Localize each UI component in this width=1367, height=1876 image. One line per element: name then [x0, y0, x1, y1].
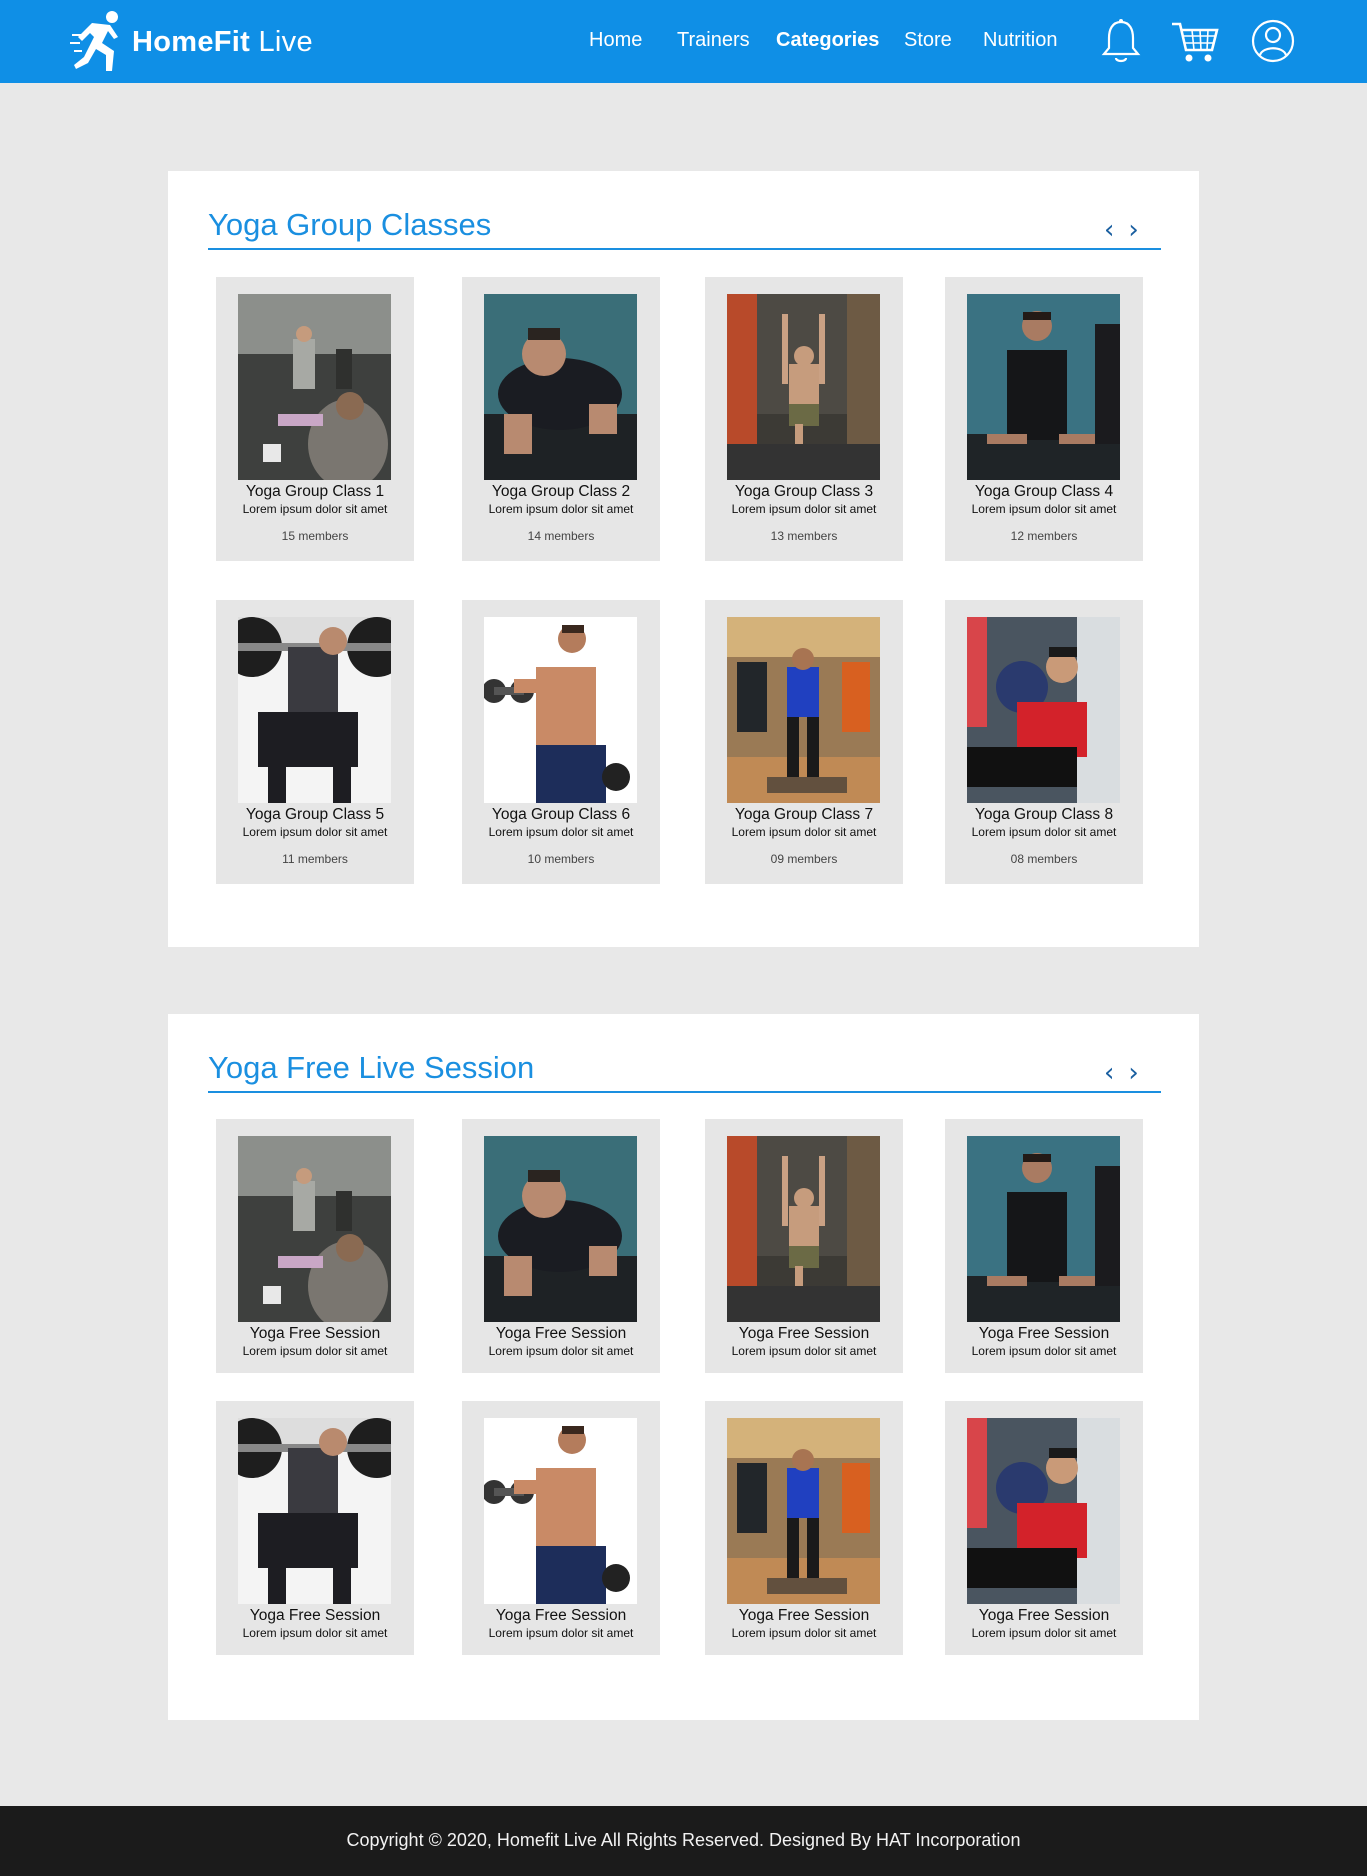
- brand-logo[interactable]: HomeFit Live: [70, 8, 313, 76]
- member-count: 09 members: [770, 852, 838, 866]
- section-divider: [208, 248, 1161, 250]
- class-photo[interactable]: [727, 294, 880, 480]
- brand-name: HomeFit Live: [132, 25, 313, 58]
- card-description: Lorem ipsum dolor sit amet: [731, 825, 877, 839]
- card-title: Yoga Free Session: [738, 1325, 870, 1342]
- card-description: Lorem ipsum dolor sit amet: [731, 502, 877, 516]
- class-card[interactable]: Yoga Free Session Lorem ipsum dolor sit …: [945, 1119, 1143, 1373]
- class-card[interactable]: Yoga Group Class 6 Lorem ipsum dolor sit…: [462, 600, 660, 884]
- member-count: 14 members: [527, 529, 595, 543]
- prev-arrow-icon[interactable]: ‹: [1104, 215, 1115, 245]
- prev-arrow-icon[interactable]: ‹: [1104, 1058, 1115, 1088]
- class-card[interactable]: Yoga Group Class 7 Lorem ipsum dolor sit…: [705, 600, 903, 884]
- class-photo[interactable]: [967, 1136, 1120, 1322]
- class-card[interactable]: Yoga Free Session Lorem ipsum dolor sit …: [462, 1401, 660, 1655]
- card-title: Yoga Group Class 3: [734, 483, 874, 500]
- card-title: Yoga Group Class 6: [491, 806, 631, 823]
- card-title: Yoga Free Session: [249, 1607, 381, 1624]
- card-title: Yoga Group Class 2: [491, 483, 631, 500]
- card-title: Yoga Free Session: [978, 1607, 1110, 1624]
- class-photo[interactable]: [967, 617, 1120, 803]
- class-photo[interactable]: [238, 617, 391, 803]
- class-photo[interactable]: [238, 294, 391, 480]
- nav-nutrition[interactable]: Nutrition: [983, 29, 1058, 51]
- member-count: 15 members: [281, 529, 349, 543]
- top-nav-bar: HomeFit Live Home Trainers Categories St…: [0, 0, 1367, 83]
- card-description: Lorem ipsum dolor sit amet: [971, 502, 1117, 516]
- carousel-arrows: ‹ ›: [1104, 217, 1139, 243]
- class-card[interactable]: Yoga Free Session Lorem ipsum dolor sit …: [216, 1119, 414, 1373]
- class-card[interactable]: Yoga Free Session Lorem ipsum dolor sit …: [462, 1119, 660, 1373]
- next-arrow-icon[interactable]: ›: [1128, 215, 1139, 245]
- card-description: Lorem ipsum dolor sit amet: [731, 1626, 877, 1640]
- class-photo[interactable]: [727, 1418, 880, 1604]
- member-count: 13 members: [770, 529, 838, 543]
- carousel-arrows: ‹ ›: [1104, 1060, 1139, 1086]
- class-photo[interactable]: [238, 1136, 391, 1322]
- member-count: 11 members: [282, 852, 348, 866]
- cart-icon[interactable]: [1170, 18, 1220, 64]
- class-photo[interactable]: [238, 1418, 391, 1604]
- class-card[interactable]: Yoga Group Class 4 Lorem ipsum dolor sit…: [945, 277, 1143, 561]
- section-yoga-free-live-session: Yoga Free Live Session ‹ › Yoga Free Ses…: [168, 1014, 1199, 1720]
- class-photo[interactable]: [727, 1136, 880, 1322]
- card-title: Yoga Free Session: [495, 1607, 627, 1624]
- card-description: Lorem ipsum dolor sit amet: [971, 1344, 1117, 1358]
- nav-home[interactable]: Home: [589, 29, 643, 51]
- card-description: Lorem ipsum dolor sit amet: [488, 502, 634, 516]
- class-photo[interactable]: [484, 1136, 637, 1322]
- section-title: Yoga Group Classes: [208, 207, 492, 242]
- section-yoga-group-classes: Yoga Group Classes ‹ › Yoga Group Class …: [168, 171, 1199, 947]
- card-description: Lorem ipsum dolor sit amet: [242, 1626, 388, 1640]
- bell-icon[interactable]: [1100, 18, 1142, 64]
- card-title: Yoga Free Session: [738, 1607, 870, 1624]
- class-photo[interactable]: [484, 294, 637, 480]
- copyright-text: Copyright © 2020, Homefit Live All Right…: [346, 1830, 1021, 1850]
- class-card[interactable]: Yoga Free Session Lorem ipsum dolor sit …: [705, 1401, 903, 1655]
- card-title: Yoga Group Class 4: [974, 483, 1114, 500]
- class-photo[interactable]: [484, 1418, 637, 1604]
- card-title: Yoga Group Class 7: [734, 806, 874, 823]
- card-description: Lorem ipsum dolor sit amet: [971, 1626, 1117, 1640]
- next-arrow-icon[interactable]: ›: [1128, 1058, 1139, 1088]
- footer: Copyright © 2020, Homefit Live All Right…: [0, 1806, 1367, 1876]
- nav-trainers[interactable]: Trainers: [677, 29, 750, 51]
- card-title: Yoga Group Class 8: [974, 806, 1114, 823]
- section-divider: [208, 1091, 1161, 1093]
- card-description: Lorem ipsum dolor sit amet: [971, 825, 1117, 839]
- section-title: Yoga Free Live Session: [208, 1050, 535, 1085]
- card-description: Lorem ipsum dolor sit amet: [488, 1626, 634, 1640]
- class-photo[interactable]: [967, 294, 1120, 480]
- member-count: 12 members: [1010, 529, 1078, 543]
- member-count: 10 members: [527, 852, 595, 866]
- class-card[interactable]: Yoga Group Class 8 Lorem ipsum dolor sit…: [945, 600, 1143, 884]
- card-description: Lorem ipsum dolor sit amet: [731, 1344, 877, 1358]
- class-card[interactable]: Yoga Group Class 5 Lorem ipsum dolor sit…: [216, 600, 414, 884]
- nav-store[interactable]: Store: [904, 29, 952, 51]
- member-count: 08 members: [1010, 852, 1078, 866]
- class-photo[interactable]: [727, 617, 880, 803]
- card-description: Lorem ipsum dolor sit amet: [242, 825, 388, 839]
- class-photo[interactable]: [484, 617, 637, 803]
- card-description: Lorem ipsum dolor sit amet: [488, 825, 634, 839]
- class-card[interactable]: Yoga Group Class 2 Lorem ipsum dolor sit…: [462, 277, 660, 561]
- nav-categories[interactable]: Categories: [776, 29, 880, 51]
- card-title: Yoga Free Session: [495, 1325, 627, 1342]
- card-description: Lorem ipsum dolor sit amet: [488, 1344, 634, 1358]
- class-card[interactable]: Yoga Free Session Lorem ipsum dolor sit …: [945, 1401, 1143, 1655]
- card-description: Lorem ipsum dolor sit amet: [242, 502, 388, 516]
- card-description: Lorem ipsum dolor sit amet: [242, 1344, 388, 1358]
- user-icon[interactable]: [1251, 18, 1295, 64]
- card-title: Yoga Free Session: [978, 1325, 1110, 1342]
- class-card[interactable]: Yoga Group Class 1 Lorem ipsum dolor sit…: [216, 277, 414, 561]
- runner-logo-icon: [70, 11, 118, 71]
- card-title: Yoga Free Session: [249, 1325, 381, 1342]
- class-card[interactable]: Yoga Free Session Lorem ipsum dolor sit …: [216, 1401, 414, 1655]
- class-card[interactable]: Yoga Group Class 3 Lorem ipsum dolor sit…: [705, 277, 903, 561]
- card-title: Yoga Group Class 1: [245, 483, 385, 500]
- class-card[interactable]: Yoga Free Session Lorem ipsum dolor sit …: [705, 1119, 903, 1373]
- card-title: Yoga Group Class 5: [245, 806, 385, 823]
- class-photo[interactable]: [967, 1418, 1120, 1604]
